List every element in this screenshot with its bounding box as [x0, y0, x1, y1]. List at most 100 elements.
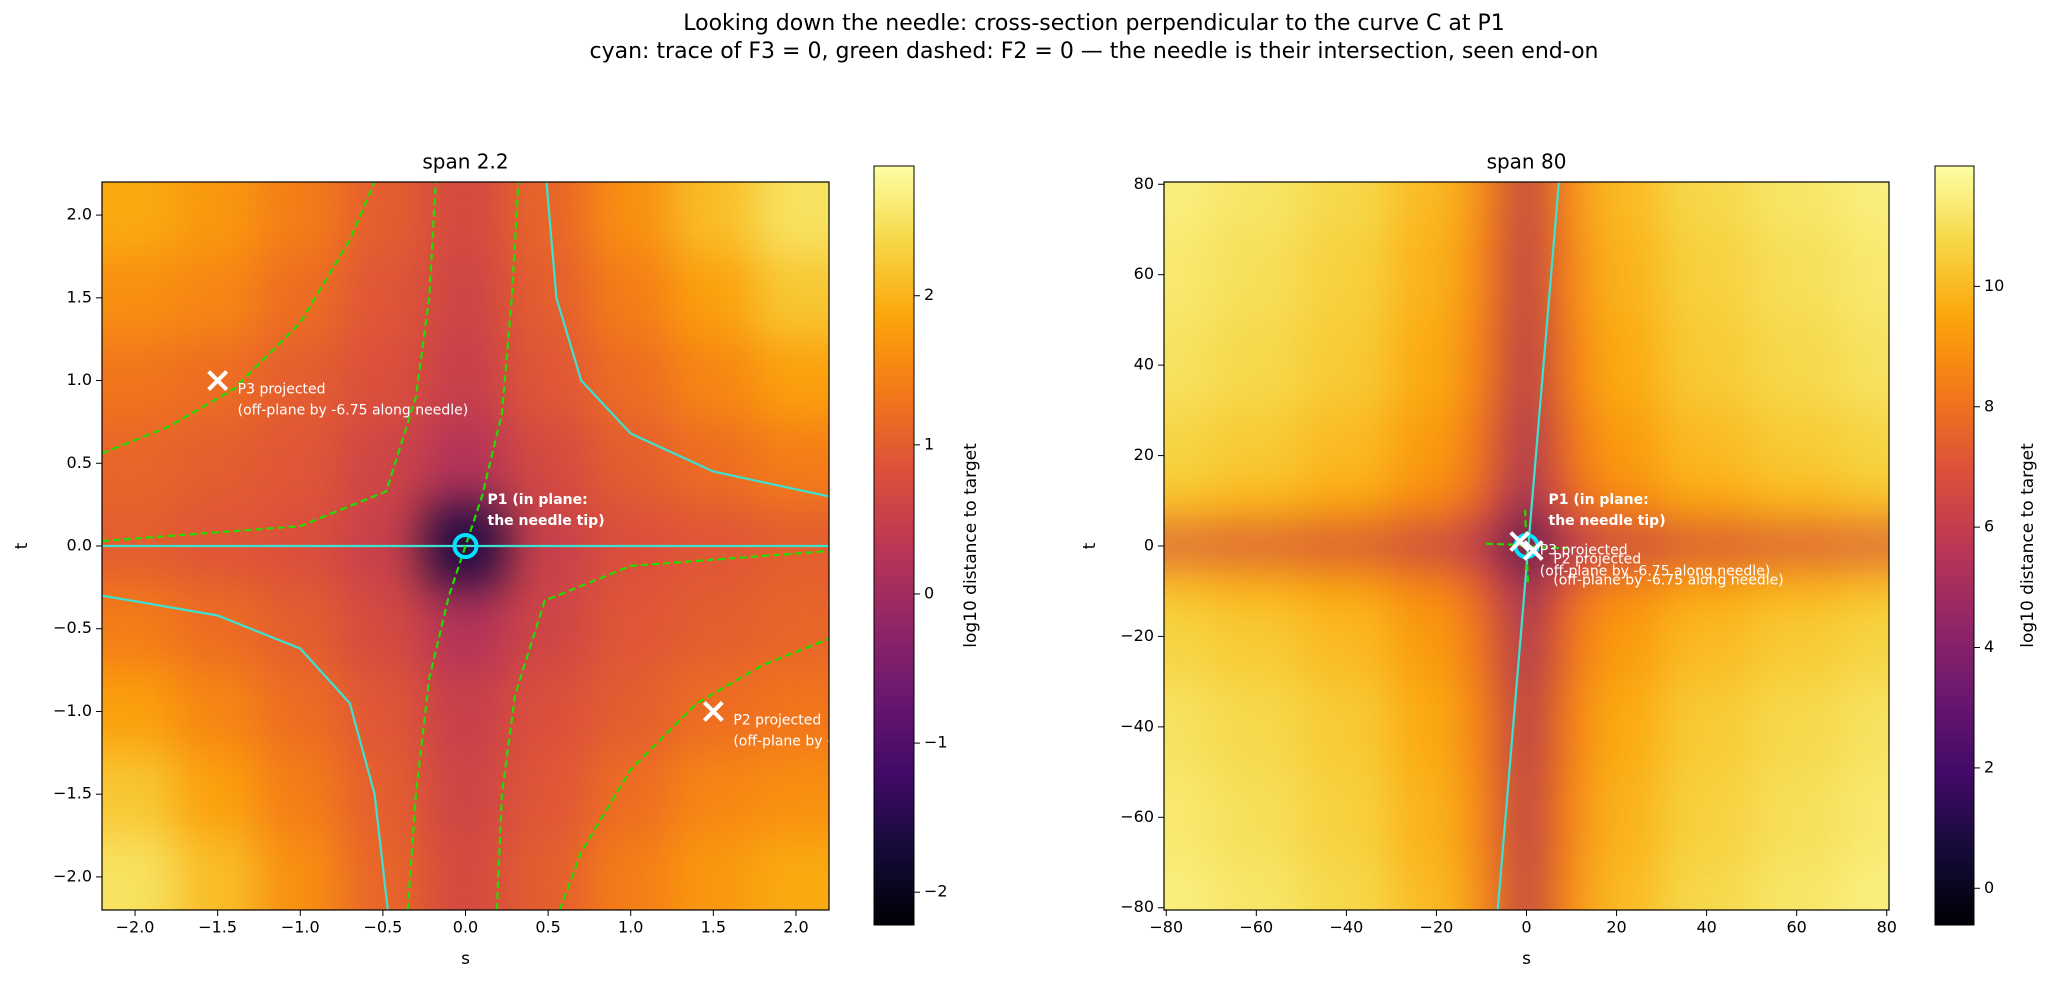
heatmap-cell: [1164, 182, 1212, 230]
x-tick-label: 80: [1877, 918, 1897, 937]
heatmap-cell: [1661, 182, 1753, 230]
x-tick-label: −80: [1149, 918, 1183, 937]
annotation: the needle tip): [488, 513, 605, 529]
heatmap-cell: [175, 255, 260, 340]
heatmap-cell: [1390, 531, 1469, 561]
annotation: (off-plane by -6.75 along needle): [1540, 563, 1771, 579]
heatmap-cell: [1841, 862, 1889, 910]
colorbar: [1934, 165, 1975, 926]
heatmap-cell: [258, 586, 343, 671]
heatmap-cell: [175, 586, 260, 671]
heatmap-cell: [341, 752, 425, 837]
heatmap-cell: [671, 586, 756, 671]
colorbar-tick-label: 4: [1984, 637, 1994, 656]
x-tick-label: 40: [1696, 918, 1716, 937]
heatmap-cell: [1164, 604, 1212, 683]
heatmap-cell: [423, 255, 508, 340]
x-tick-label: 0: [1521, 918, 1531, 937]
contour-line: [558, 637, 829, 910]
heatmap-cell: [423, 421, 508, 506]
heatmap-cell: [1841, 182, 1889, 230]
heatmap-cell: [1751, 319, 1843, 411]
heatmap-cell: [1300, 486, 1392, 533]
heatmap-cell: [1512, 771, 1541, 864]
contour-line: [102, 594, 389, 910]
heatmap-cell: [1584, 862, 1663, 910]
colorbar-tick-label: 10: [1984, 276, 2004, 295]
y-tick-label: −1.5: [53, 784, 92, 803]
heatmap-cell: [1467, 486, 1514, 533]
heatmap-cell: [1539, 604, 1586, 683]
colorbar-tick-label: 0: [1984, 878, 1994, 897]
heatmap-cell: [588, 586, 673, 671]
y-tick-label: −1.0: [53, 701, 92, 720]
colorbar-tick-label: 1: [924, 434, 934, 453]
heatmap-cell: [1751, 604, 1843, 683]
heatmap-cell: [1841, 409, 1889, 488]
heatmap-cell: [1661, 531, 1753, 561]
x-axis-label: s: [461, 949, 470, 969]
heatmap-cell: [506, 835, 590, 910]
colorbar-tick-label: 6: [1984, 517, 1994, 536]
figure-title: Looking down the needle: cross-section p…: [683, 11, 1505, 36]
heatmap-cell: [1210, 604, 1302, 683]
heatmap-cell: [1164, 771, 1212, 864]
x-axis-label: s: [1522, 949, 1531, 969]
heatmap-cell: [1539, 862, 1586, 910]
heatmap-cell: [1210, 486, 1302, 533]
heatmap-cell: [1539, 319, 1586, 411]
x-tick-label: 1.5: [701, 918, 726, 937]
heatmap-cell: [1300, 182, 1392, 230]
heatmap-cell: [1584, 771, 1663, 864]
heatmap-cell: [1390, 228, 1469, 321]
x-tick-label: −2.0: [116, 918, 155, 937]
heatmap-cell: [1300, 681, 1392, 773]
heatmap-cell: [1841, 531, 1889, 561]
colorbar: [873, 165, 915, 926]
heatmap-cell: [1512, 862, 1541, 910]
heatmap-cell: [1164, 319, 1212, 411]
heatmap-cell: [1210, 531, 1302, 561]
contour-line: [102, 182, 437, 543]
heatmap-cell: [1467, 604, 1514, 683]
heatmap-cell: [1584, 409, 1663, 488]
heatmap-cell: [1210, 771, 1302, 864]
heatmap-cell: [754, 182, 829, 257]
heatmap-cell: [423, 752, 508, 837]
heatmap-cell: [1390, 559, 1469, 606]
heatmap-cell: [1751, 681, 1843, 773]
heatmap-cell: [1584, 559, 1663, 606]
heatmap-cell: [1467, 409, 1514, 488]
heatmap-cell: [1539, 228, 1586, 321]
heatmap-cell: [1584, 604, 1663, 683]
heatmap-cell: [1661, 228, 1753, 321]
heatmap-cell: [1584, 228, 1663, 321]
heatmap-cell: [175, 752, 260, 837]
heatmap-cell: [258, 182, 343, 257]
annotation: (off-plane by -6.75 along needle): [238, 403, 469, 419]
heatmap-cell: [175, 835, 260, 910]
heatmap-cell: [341, 338, 425, 423]
heatmap-cell: [258, 835, 343, 910]
heatmap-cell: [1300, 409, 1392, 488]
heatmap-cell: [671, 421, 756, 506]
heatmap-cell: [1210, 862, 1302, 910]
marker: [1522, 540, 1544, 561]
y-tick-label: 1.5: [67, 287, 92, 306]
heatmap-cell: [671, 752, 756, 837]
heatmap-cell: [102, 586, 177, 671]
heatmap-cell: [341, 669, 425, 754]
heatmap-cell: [341, 255, 425, 340]
y-tick-label: −2.0: [53, 866, 92, 885]
y-tick-label: 0: [1144, 536, 1154, 555]
annotation: (off-plane by -6.75 along needle): [1553, 573, 1784, 589]
y-tick-label: 60: [1134, 264, 1154, 283]
heatmap-cell: [1512, 182, 1541, 230]
heatmap-cell: [1164, 559, 1212, 606]
heatmap-cell: [1584, 486, 1663, 533]
heatmap-cell: [1751, 182, 1843, 230]
heatmap-cell: [1661, 681, 1753, 773]
colorbar-tick-label: 8: [1984, 396, 1994, 415]
heatmap-cell: [1164, 486, 1212, 533]
heatmap-cell: [102, 255, 177, 340]
